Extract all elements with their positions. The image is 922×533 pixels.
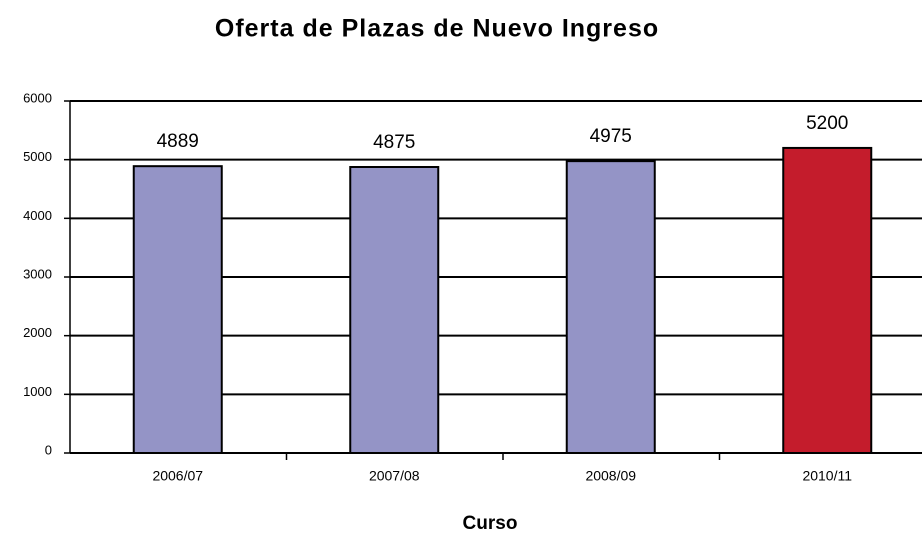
data-label: 4875 bbox=[373, 132, 415, 153]
bar bbox=[132, 165, 223, 454]
y-tick-label: 2000 bbox=[23, 325, 52, 340]
x-tick-label: 2010/11 bbox=[802, 468, 852, 484]
data-label: 4889 bbox=[157, 131, 199, 152]
x-tick-label: 2006/07 bbox=[152, 468, 203, 484]
y-tick-label: 0 bbox=[45, 442, 52, 457]
bar bbox=[565, 160, 656, 454]
bar bbox=[782, 146, 873, 455]
y-tick-label: 6000 bbox=[23, 90, 52, 105]
bar bbox=[349, 166, 440, 454]
data-label: 4975 bbox=[590, 126, 632, 147]
chart-title: Oferta de Plazas de Nuevo Ingreso bbox=[215, 15, 659, 43]
y-tick-label: 3000 bbox=[23, 266, 52, 281]
x-axis-label: Curso bbox=[463, 513, 518, 533]
y-tick-label: 4000 bbox=[23, 208, 52, 223]
y-tick-label: 1000 bbox=[23, 384, 52, 399]
y-tick-label: 5000 bbox=[23, 149, 52, 164]
x-tick-label: 2008/09 bbox=[585, 468, 636, 484]
data-label: 5200 bbox=[806, 113, 848, 134]
x-tick-label: 2007/08 bbox=[369, 468, 420, 484]
